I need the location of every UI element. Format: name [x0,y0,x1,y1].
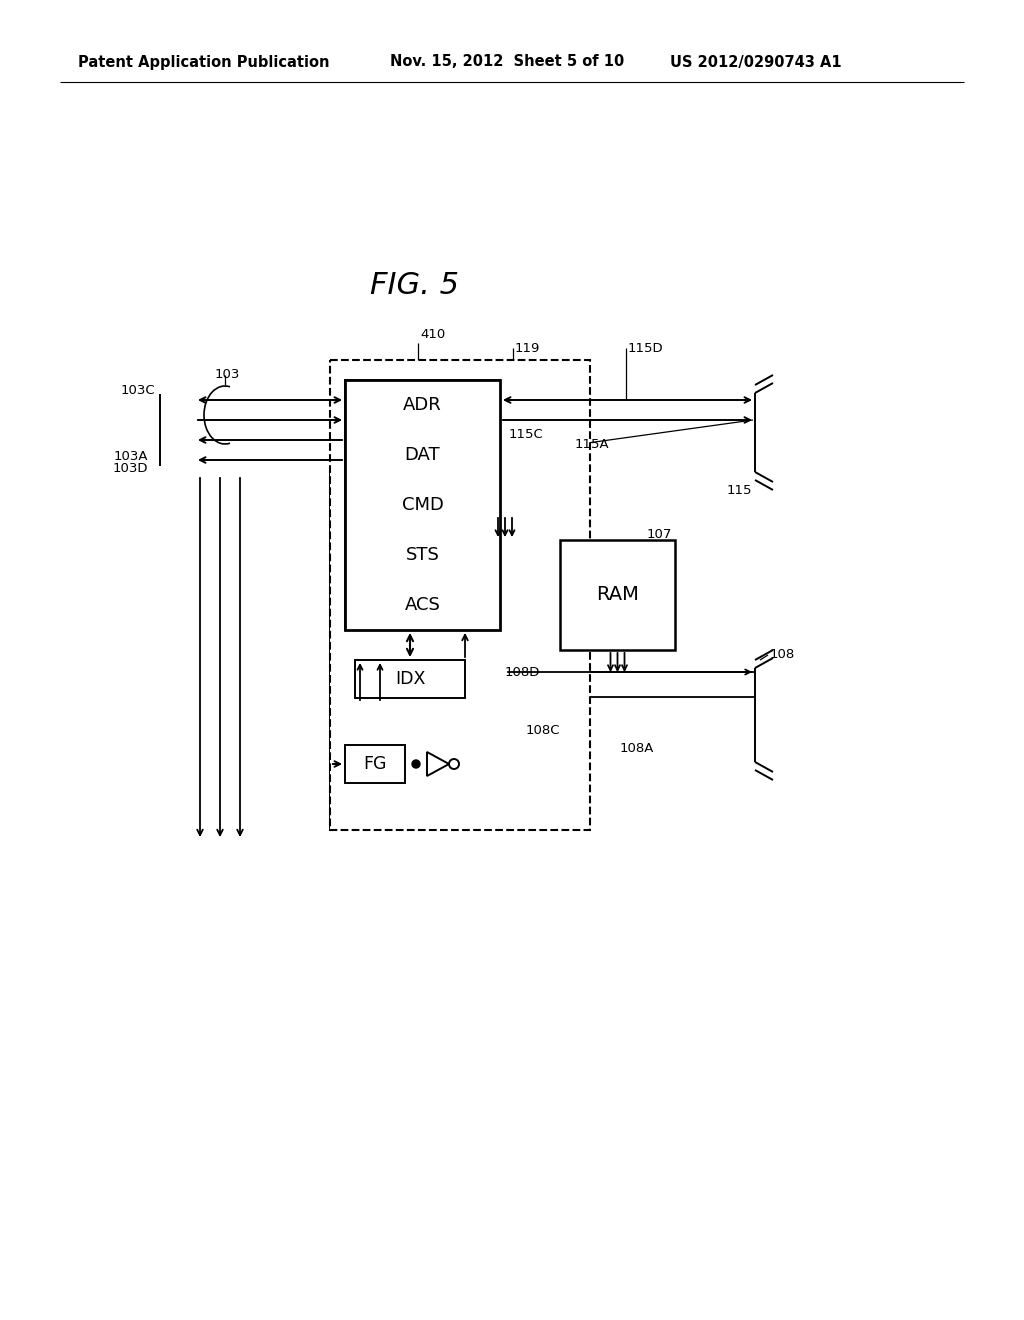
Text: 103A: 103A [114,450,148,462]
Text: Nov. 15, 2012  Sheet 5 of 10: Nov. 15, 2012 Sheet 5 of 10 [390,54,625,70]
Text: 103: 103 [215,368,241,381]
Text: 108D: 108D [505,665,540,678]
Text: 108C: 108C [526,723,560,737]
Text: 115D: 115D [628,342,664,355]
Text: IDX: IDX [395,671,425,688]
Text: 115C: 115C [509,429,544,441]
Text: US 2012/0290743 A1: US 2012/0290743 A1 [670,54,842,70]
Circle shape [412,760,420,768]
Text: 115: 115 [727,483,753,496]
Text: 119: 119 [515,342,541,355]
Text: 115A: 115A [575,438,609,451]
Text: 108: 108 [770,648,796,661]
Bar [345,430,500,480]
Text: DAT: DAT [404,446,440,465]
Text: FIG. 5: FIG. 5 [371,271,460,300]
Text: CMD: CMD [401,496,443,513]
Text: ACS: ACS [404,597,440,614]
Text: 103D: 103D [113,462,148,474]
Text: 410: 410 [420,329,445,342]
Text: 107: 107 [647,528,673,541]
Bar [345,579,500,630]
Bar [330,360,590,830]
Text: ADR: ADR [403,396,442,414]
Text: STS: STS [406,546,439,564]
Text: RAM: RAM [596,586,639,605]
Bar [560,540,675,649]
Bar [345,380,500,430]
Text: Patent Application Publication: Patent Application Publication [78,54,330,70]
Bar [345,480,500,531]
Bar [345,744,406,783]
Bar [345,531,500,579]
Bar [355,660,465,698]
Text: FG: FG [364,755,387,774]
Text: 103C: 103C [121,384,155,396]
Text: 108A: 108A [620,742,654,755]
Bar [345,380,500,630]
